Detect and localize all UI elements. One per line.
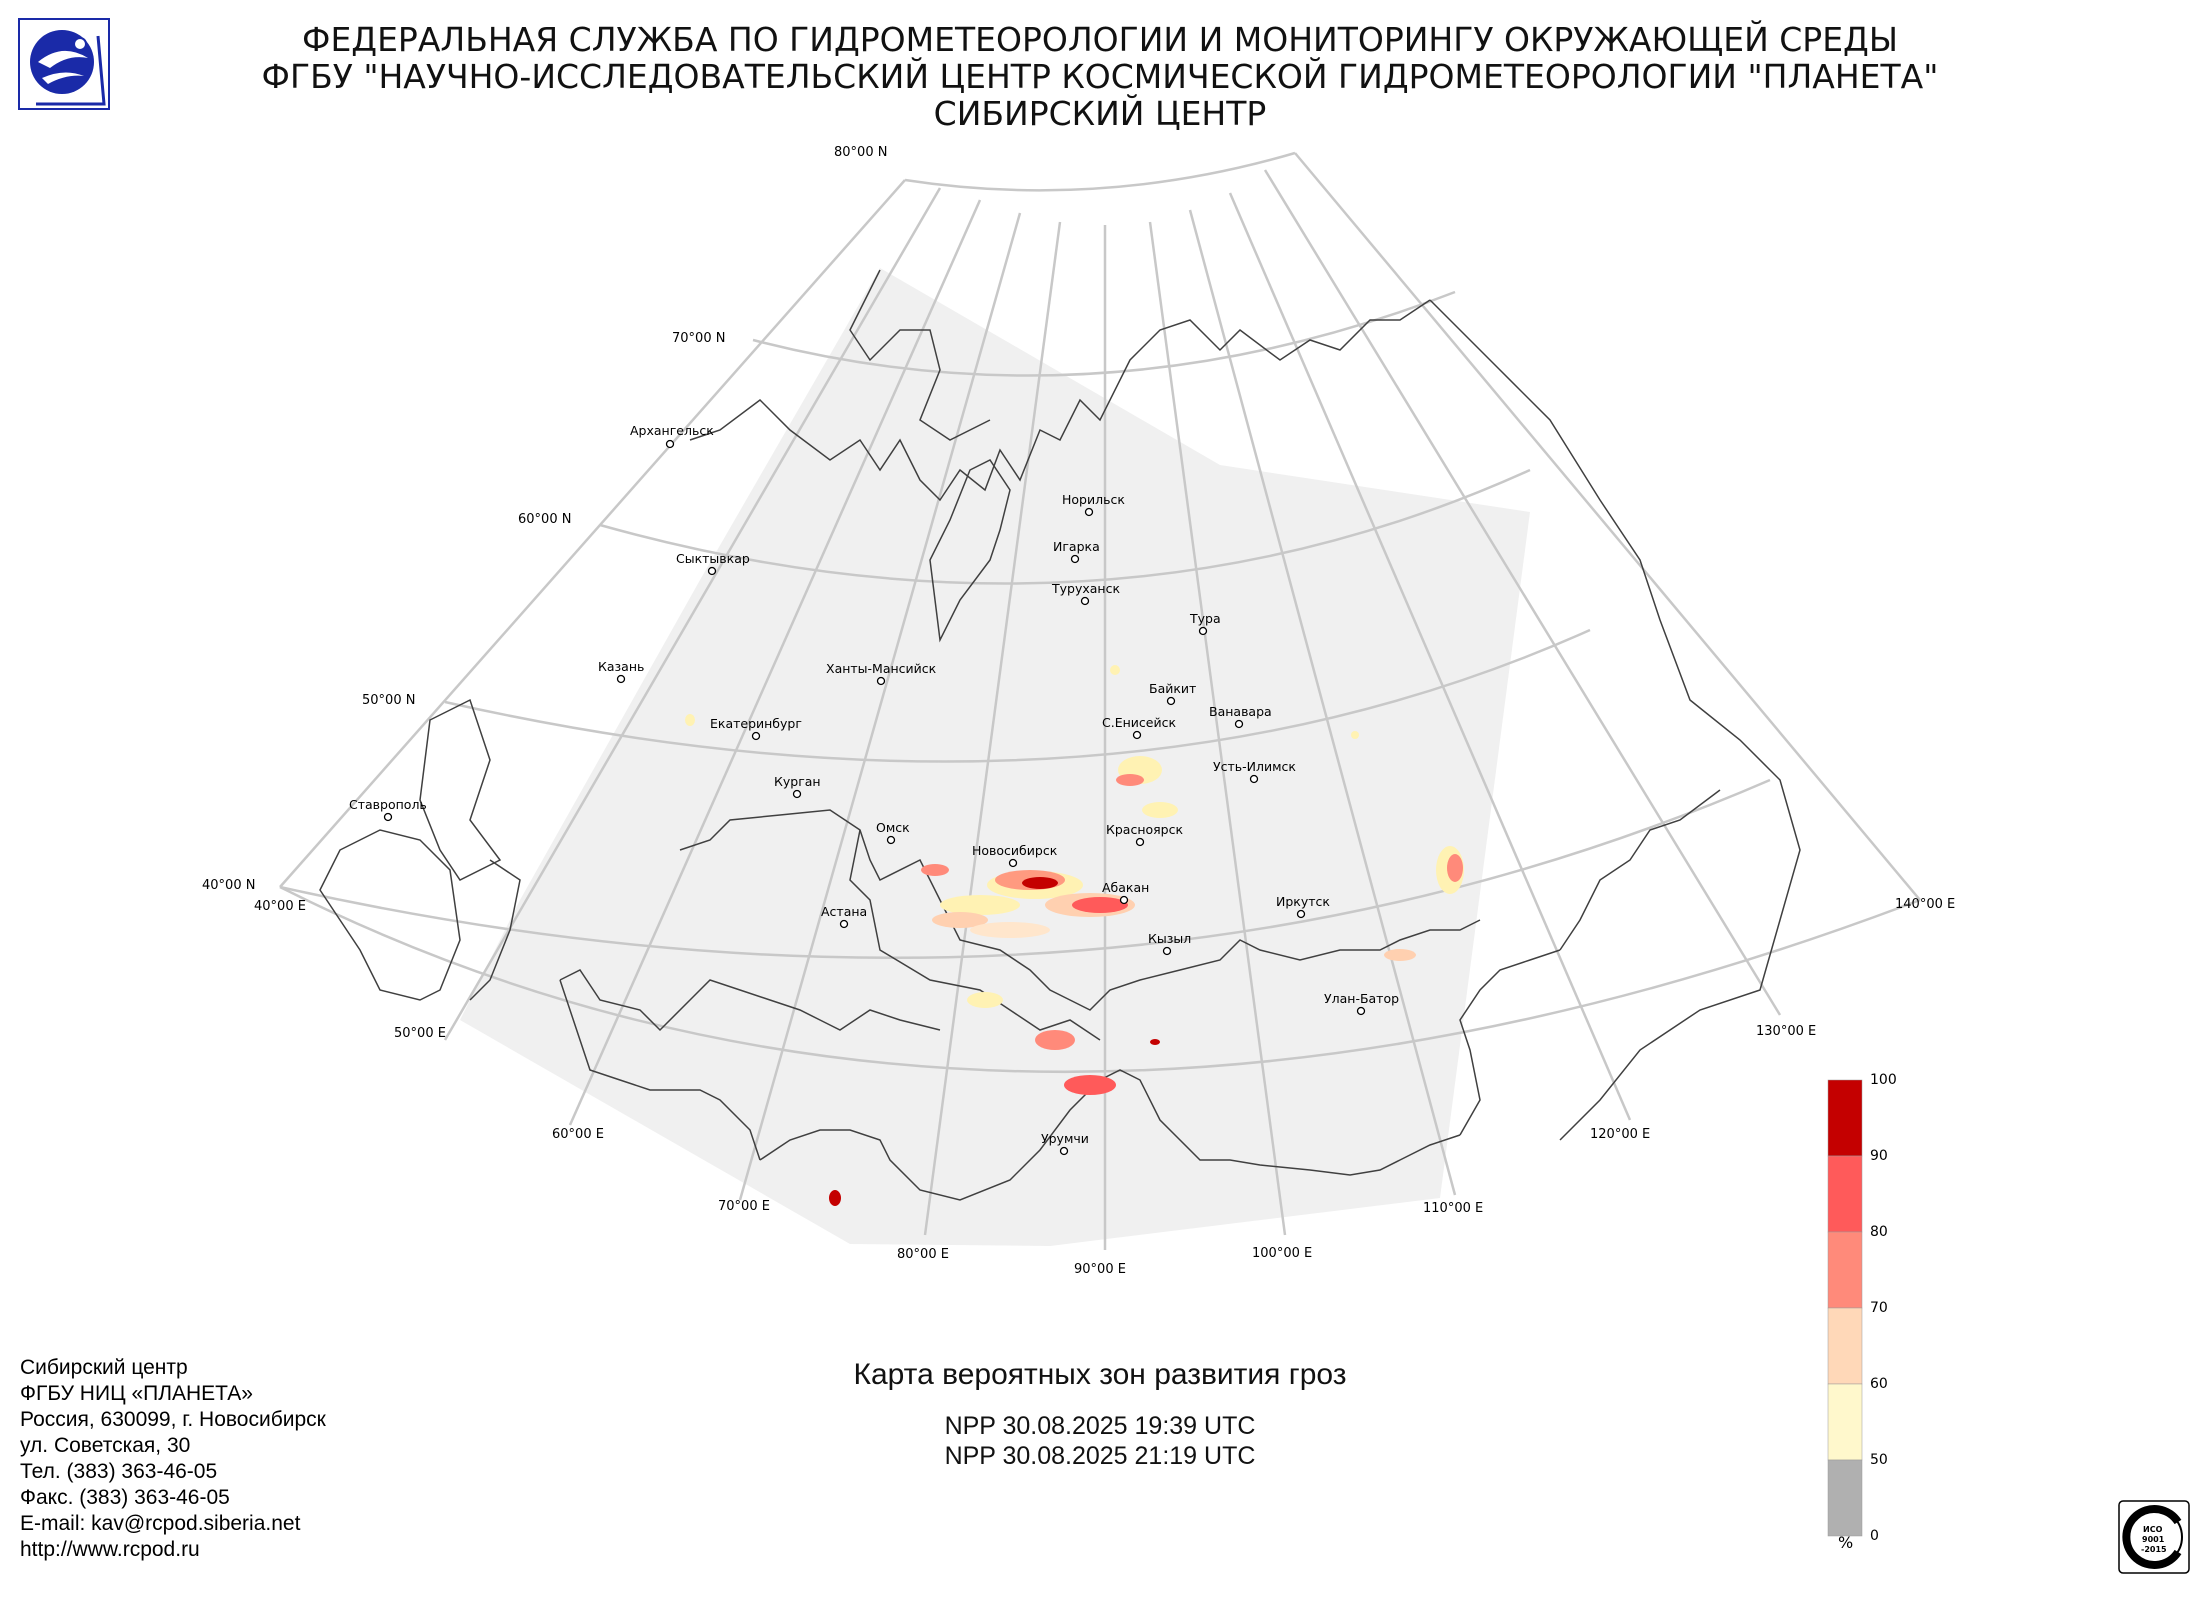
lon-label-50: 50°00 E — [394, 1026, 446, 1041]
satellite-pass-1: NPP 30.08.2025 19:39 UTC — [944, 1412, 1256, 1440]
lat-label-80: 80°00 N — [834, 145, 887, 160]
iso-certification-stamp-icon: ИСО 9001 -2015 — [2118, 1500, 2190, 1574]
contact-line: Сибирский центр — [20, 1356, 188, 1379]
legend-swatches — [1827, 1079, 1863, 1537]
city-label: Архангельск — [630, 423, 714, 438]
city-label: Байкит — [1149, 681, 1196, 696]
city-label: Курган — [774, 774, 821, 789]
city-label: Усть-Илимск — [1213, 759, 1296, 774]
lon-label-130: 130°00 E — [1756, 1024, 1816, 1039]
legend-tick: 70 — [1870, 1300, 1888, 1316]
iso-text: -2015 — [2141, 1545, 2167, 1554]
city-label: Улан-Батор — [1324, 991, 1399, 1006]
lat-label-50: 50°00 N — [362, 693, 415, 708]
legend-unit: % — [1838, 1533, 1853, 1550]
header-line-1: ФЕДЕРАЛЬНАЯ СЛУЖБА ПО ГИДРОМЕТЕОРОЛОГИИ … — [302, 20, 1898, 59]
contact-email[interactable]: E-mail: kav@rcpod.siberia.net — [20, 1512, 301, 1535]
lon-label-60: 60°00 E — [552, 1127, 604, 1142]
city-label: Абакан — [1102, 880, 1149, 895]
thunderstorm-map: 80°00 N 70°00 N 60°00 N 50°00 N 40°00 N … — [202, 145, 1955, 1277]
coastlines-and-borders — [319, 269, 1801, 1201]
lon-label-120: 120°00 E — [1590, 1127, 1650, 1142]
lat-label-40: 40°00 N — [202, 878, 255, 893]
contact-line: ул. Советская, 30 — [20, 1434, 191, 1457]
city-label: Красноярск — [1106, 822, 1183, 837]
map-title: Карта вероятных зон развития гроз — [853, 1358, 1347, 1391]
city-label: Казань — [598, 659, 644, 674]
legend-tick: 50 — [1870, 1452, 1888, 1468]
city-label: Новосибирск — [972, 843, 1058, 858]
contact-info: Сибирский центр ФГБУ НИЦ «ПЛАНЕТА» Росси… — [20, 1355, 326, 1563]
legend-tick: 100 — [1870, 1072, 1897, 1088]
city-label: Сыктывкар — [676, 551, 750, 566]
city-label: Ванавара — [1209, 704, 1272, 719]
city-label: Иркутск — [1276, 894, 1330, 909]
city-label: С.Енисейск — [1102, 715, 1176, 730]
city-label: Игарка — [1053, 539, 1100, 554]
lat-label-70: 70°00 N — [672, 331, 725, 346]
city-label: Ставрополь — [349, 797, 427, 812]
lon-label-80: 80°00 E — [897, 1247, 949, 1262]
lon-label-140: 140°00 E — [1895, 897, 1955, 912]
contact-line: Факс. (383) 363-46-05 — [20, 1486, 230, 1509]
lat-label-60: 60°00 N — [518, 512, 571, 527]
satellite-coverage-area — [460, 268, 1530, 1246]
planeta-logo-icon — [18, 18, 110, 110]
city-label: Екатеринбург — [710, 716, 802, 731]
legend-tick: 80 — [1870, 1224, 1888, 1240]
longitude-lines — [279, 152, 1921, 1250]
iso-text: 9001 — [2142, 1535, 2165, 1544]
lon-label-100: 100°00 E — [1252, 1246, 1312, 1261]
storm-probability-zones — [685, 665, 1464, 1206]
contact-website-link[interactable]: http://www.rcpod.ru — [20, 1538, 200, 1561]
header-line-2: ФГБУ "НАУЧНО-ИССЛЕДОВАТЕЛЬСКИЙ ЦЕНТР КОС… — [261, 57, 1939, 96]
city-label: Туруханск — [1051, 581, 1120, 596]
contact-line: Россия, 630099, г. Новосибирск — [20, 1408, 326, 1431]
city-label: Ханты-Мансийск — [826, 661, 937, 676]
probability-legend: 100 90 80 70 60 50 0 % — [1827, 1072, 1897, 1550]
city-label: Омск — [876, 820, 910, 835]
city-label: Урумчи — [1041, 1131, 1089, 1146]
cities — [383, 439, 1366, 1156]
header-line-3: СИБИРСКИЙ ЦЕНТР — [933, 94, 1267, 133]
legend-tick: 60 — [1870, 1376, 1888, 1392]
city-label: Кызыл — [1148, 931, 1191, 946]
legend-tick: 0 — [1870, 1528, 1879, 1544]
lon-label-110: 110°00 E — [1423, 1201, 1483, 1216]
lon-label-40: 40°00 E — [254, 899, 306, 914]
contact-line: Тел. (383) 363-46-05 — [20, 1460, 218, 1483]
city-label: Астана — [821, 904, 867, 919]
satellite-pass-2: NPP 30.08.2025 21:19 UTC — [944, 1442, 1256, 1470]
contact-line: ФГБУ НИЦ «ПЛАНЕТА» — [20, 1382, 253, 1405]
legend-tick: 90 — [1870, 1148, 1888, 1164]
lon-label-70: 70°00 E — [718, 1199, 770, 1214]
city-label: Норильск — [1062, 492, 1125, 507]
lon-label-90: 90°00 E — [1074, 1262, 1126, 1277]
latitude-lines — [279, 151, 1921, 1073]
city-label: Тура — [1189, 611, 1221, 626]
iso-text: ИСО — [2143, 1525, 2163, 1534]
